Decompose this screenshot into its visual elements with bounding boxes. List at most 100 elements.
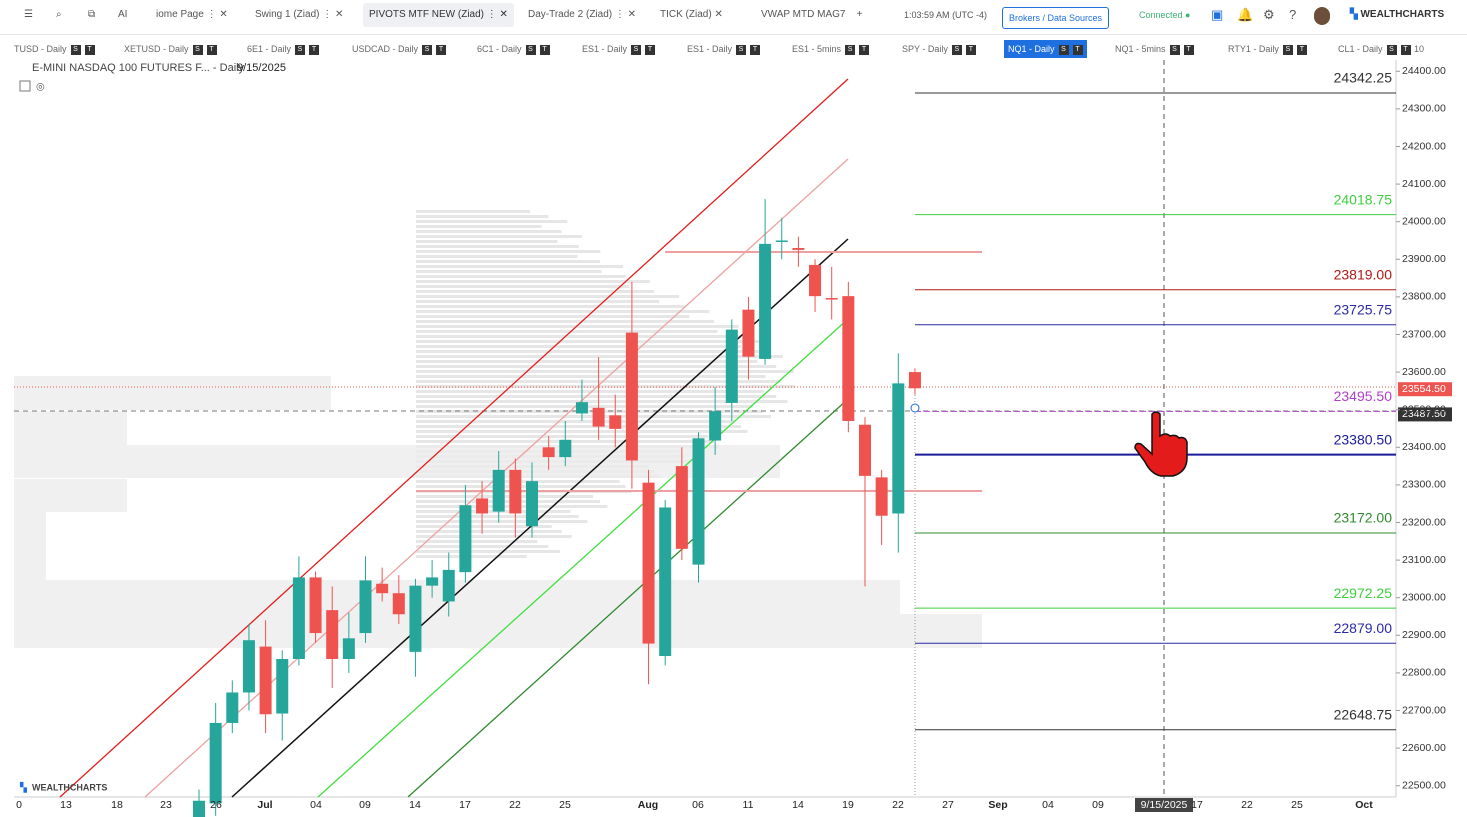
tab-label: iome Page (156, 9, 204, 20)
y-tick-label: 23300.00 (1402, 479, 1446, 491)
symbol-tab-label: 6C1 - Daily (477, 44, 522, 54)
help-button[interactable]: ? (1289, 7, 1297, 22)
channel-lower (407, 398, 849, 798)
y-tick-label: 24300.00 (1402, 103, 1446, 115)
add-indicator-button[interactable] (19, 80, 31, 92)
save-button[interactable]: ▣ (1211, 7, 1224, 22)
y-tick-label: 23200.00 (1402, 516, 1446, 528)
candle-body (709, 411, 722, 441)
badge: S (525, 44, 536, 55)
tab-label: PIVOTS MTF NEW (Ziad) (369, 9, 484, 20)
profile-bar (416, 550, 560, 553)
candle-body (825, 298, 838, 300)
time: 1:03:59 AM (904, 10, 950, 20)
badge: T (539, 44, 550, 55)
tab[interactable]: VWAP MTD MAG7 + (761, 9, 863, 20)
profile-bar (416, 530, 562, 533)
hide-icon[interactable]: ◎ (36, 82, 45, 93)
candle-body (326, 610, 339, 660)
badge: S (631, 44, 642, 55)
profile-bar (416, 340, 764, 343)
brokers-label: Brokers / Data Sources (1009, 13, 1103, 23)
symbol-tab[interactable]: NQ1 - Daily S T (1004, 40, 1087, 58)
candle-body (809, 264, 822, 297)
profile-bar (416, 435, 709, 438)
profile-bar (416, 225, 542, 228)
symbol-tab[interactable]: CL1 - Daily S T (1334, 40, 1415, 58)
level-label: 22879.00 (1334, 620, 1393, 636)
tab[interactable]: Day-Trade 2 (Ziad) ⋮ ✕ (528, 9, 637, 20)
level-label: 23380.50 (1334, 431, 1393, 447)
candle-body (575, 402, 588, 414)
symbol-tab[interactable]: RTY1 - Daily S T (1224, 40, 1311, 58)
profile-bar (416, 275, 626, 278)
badge: S (1386, 44, 1397, 55)
clock: 1:03:59 AM (UTC -4) (898, 3, 993, 27)
profile-bar (416, 540, 538, 543)
symbol-tab[interactable]: XETUSD - Daily S T (120, 40, 221, 58)
tab[interactable]: TICK (Ziad) ✕ (660, 9, 723, 20)
profile-bar (416, 360, 758, 363)
x-tick-label: 18 (111, 799, 123, 811)
profile-bar (416, 535, 572, 538)
symbol-tab[interactable]: SPY - Daily S T (898, 40, 980, 58)
symbol-tab[interactable]: USDCAD - Daily S T (348, 40, 450, 58)
candle-body (892, 383, 905, 514)
x-tick-label: 06 (692, 799, 704, 811)
symbol-tab[interactable]: 6C1 - Daily S T (473, 40, 554, 58)
symbol-tabs: TUSD - Daily S T XETUSD - Daily S T 6E1 - Dail… (0, 38, 1467, 58)
profile-bar (416, 265, 624, 268)
symbol-tab-label: ES1 - Daily (582, 44, 628, 54)
x-tick-label: 22 (509, 799, 521, 811)
symbol-tab[interactable]: TUSD - Daily S T (10, 40, 99, 58)
alerts-button[interactable]: 🔔 (1237, 7, 1254, 22)
tab[interactable]: iome Page ⋮ ✕ (156, 9, 228, 20)
chart-date: 9/15/2025 (237, 62, 286, 74)
profile-bar (416, 390, 764, 393)
x-tick-label: 09 (359, 799, 371, 811)
profile-bar (416, 400, 788, 403)
badge: S (845, 44, 856, 55)
ai-button[interactable]: AI (112, 3, 133, 27)
symbol-tab[interactable]: ES1 - 5mins S T (788, 40, 873, 58)
settings-button[interactable]: ⚙ (1263, 7, 1275, 22)
search-button[interactable]: ⌕ (56, 9, 62, 20)
symbol-tab[interactable]: 6E1 - Daily S T (243, 40, 323, 58)
ai-label: AI (118, 9, 128, 20)
x-tick-label: 17 (459, 799, 471, 811)
profile-zone (14, 479, 127, 512)
menu-button[interactable]: ☰ (24, 9, 33, 20)
tab[interactable]: Swing 1 (Ziad) ⋮ ✕ (255, 9, 344, 20)
profile-bar (416, 525, 552, 528)
y-tick-label: 24400.00 (1402, 65, 1446, 77)
candle-body (692, 438, 705, 565)
brand-label: WEALTHCHARTS (1360, 9, 1445, 20)
symbol-tab-label: 6E1 - Daily (247, 44, 292, 54)
badge: T (1183, 44, 1194, 55)
symbol-tab-label: XETUSD - Daily (124, 44, 189, 54)
candle-body (875, 477, 888, 516)
tab-label: TICK (Ziad) (660, 9, 712, 20)
profile-bar (416, 315, 690, 318)
candle-body (842, 296, 855, 421)
candle-body (476, 498, 489, 514)
layout-button[interactable]: ⧉ (88, 9, 96, 20)
brokers-button[interactable]: Brokers / Data Sources (1002, 7, 1110, 29)
candle-body (442, 569, 455, 602)
symbol-tab[interactable]: NQ1 - 5mins S T (1111, 40, 1198, 58)
badge: T (965, 44, 976, 55)
profile-bar (416, 295, 680, 298)
avatar[interactable] (1314, 7, 1330, 25)
candle-body (226, 692, 239, 723)
candle-body (459, 505, 472, 573)
x-tick-label: 04 (310, 799, 322, 811)
symbol-tab[interactable]: ES1 - Daily S T (578, 40, 659, 58)
symbol-tab[interactable]: ES1 - Daily S T (683, 40, 764, 58)
y-tick-label: 23700.00 (1402, 328, 1446, 340)
y-tick-label: 23400.00 (1402, 441, 1446, 453)
tab[interactable]: PIVOTS MTF NEW (Ziad) ⋮ ✕ (363, 3, 514, 27)
profile-bar (416, 545, 549, 548)
x-tick-label: 23 (160, 799, 172, 811)
profile-bar (416, 220, 568, 223)
symbol-count[interactable]: 10 (1414, 44, 1425, 54)
